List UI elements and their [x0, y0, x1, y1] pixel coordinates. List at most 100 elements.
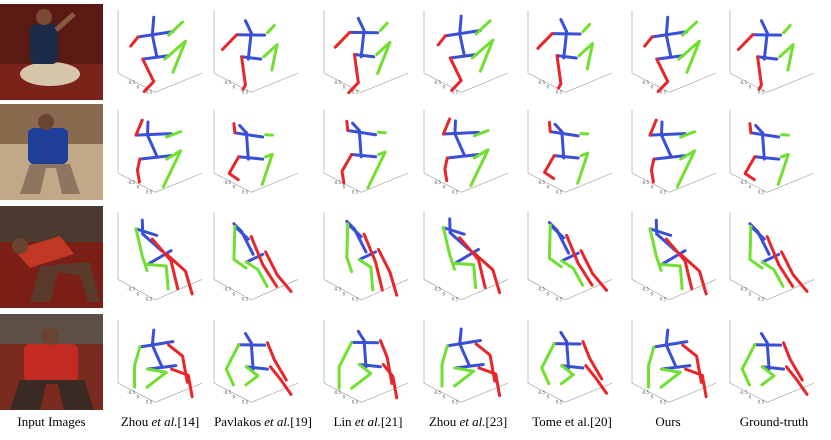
neck-bone — [243, 19, 253, 35]
axis-tick-label: 0.5 — [242, 400, 249, 405]
spine-bone — [146, 133, 159, 158]
hip-bone — [555, 54, 578, 60]
left-arm-bone — [458, 236, 487, 290]
right-leg-bone — [357, 258, 375, 292]
skeleton-plot: -0.50 0.5 — [213, 10, 299, 95]
skeleton-panel-r1-tome20: -0.5 0 0.5 — [522, 4, 618, 100]
axis-tick-label: -0.5 — [537, 390, 545, 395]
right-leg-bone — [145, 367, 168, 389]
axis-y — [361, 72, 409, 93]
right-leg-bone — [161, 149, 183, 189]
neck-bone — [458, 14, 463, 36]
axis-tick-label: 0 — [233, 292, 236, 297]
hip-bone — [237, 155, 265, 161]
axis-x — [423, 72, 462, 93]
axis-tick-label: -0.5 — [537, 287, 545, 292]
skeleton-panel-r4-lin21: -0.5 0 0.5 — [318, 314, 414, 410]
spine-bone — [362, 338, 368, 369]
skeleton-plot: -0.50 0.5 — [323, 110, 409, 195]
axis-tick-label: 0 — [137, 185, 140, 190]
left-leg-bone — [649, 157, 656, 184]
skeleton-plot: -0.50 0.5 — [213, 212, 299, 302]
axis-x — [117, 382, 156, 403]
axis-tick-label: 0.5 — [660, 90, 667, 95]
axis-y — [461, 279, 509, 301]
axis-y — [767, 382, 815, 403]
neck-bone — [759, 332, 769, 345]
spine-bone — [560, 130, 566, 160]
caption-pavlakos-19: Pavlakos et al.[19] — [214, 414, 312, 429]
right-leg-bone — [760, 260, 785, 288]
skeleton-panel-r1-ground_truth: -0.5 0 0.5 — [724, 4, 820, 100]
neck-bone — [243, 332, 253, 345]
axis-tick-label: 0.5 — [660, 297, 667, 302]
hip-bone — [141, 54, 171, 61]
axis-tick-label: 0.5 — [352, 297, 359, 302]
axis-y — [767, 72, 815, 93]
input-photo-row-3 — [0, 206, 103, 308]
right-leg-bone — [778, 43, 795, 72]
left-leg-bone — [141, 57, 156, 94]
hip-bone — [138, 154, 173, 161]
right-arm-bone — [740, 343, 757, 387]
skeleton-plot: -0.50 0.5 — [117, 10, 203, 95]
left-arm-bone — [345, 119, 350, 132]
skeleton-panel-r3-zhou23: -0.5 0 0.5 — [418, 206, 514, 308]
right-leg-bone — [470, 38, 495, 73]
left-arm-bone — [474, 342, 497, 383]
right-arm-bone — [134, 227, 149, 272]
axis-tick-label: -0.5 — [641, 390, 649, 395]
axis-x — [423, 382, 462, 403]
skeleton-panel-r2-zhou23: -0.5 0 0.5 — [418, 104, 514, 200]
axis-tick-label: -0.5 — [223, 287, 231, 292]
skeleton-plot: -0.50 0.5 — [423, 320, 509, 405]
shoulder-bone — [548, 130, 580, 138]
right-arm-bone — [378, 21, 389, 32]
spine-bone — [664, 33, 673, 58]
axis-tick-label: -0.5 — [641, 287, 649, 292]
neck-bone — [664, 15, 670, 37]
axis-x — [631, 72, 670, 93]
right-leg-bone — [559, 364, 575, 386]
skeleton-plot: -0.50 0.5 — [423, 212, 509, 302]
spine-bone — [660, 133, 673, 158]
axis-x — [631, 279, 670, 301]
axis-y — [361, 382, 409, 403]
left-arm-bone — [664, 237, 694, 291]
right-leg-bone — [163, 39, 187, 74]
left-arm-bone — [643, 35, 654, 48]
right-arm-bone — [224, 343, 241, 387]
spine-bone — [458, 342, 471, 366]
spine-bone — [762, 31, 769, 61]
left-leg-bone — [743, 155, 757, 182]
left-leg-bone — [381, 362, 399, 400]
right-arm-bone — [648, 227, 663, 272]
skeleton-plot: -0.50 0.5 — [527, 320, 613, 405]
skeleton-plot: -0.50 0.5 — [729, 320, 815, 405]
axis-tick-label: -0.5 — [333, 390, 341, 395]
right-arm-bone — [647, 345, 656, 389]
right-leg-bone — [244, 365, 260, 387]
left-leg-bone — [227, 155, 241, 182]
hip-bone — [552, 154, 580, 160]
axis-tick-label: -0.5 — [433, 80, 441, 85]
hip-bone — [756, 55, 779, 61]
shoulder-bone — [650, 30, 689, 39]
axis-tick-label: 0.5 — [242, 90, 249, 95]
shoulder-bone — [441, 226, 466, 236]
spine-bone — [765, 341, 771, 371]
skeleton-plot: -0.50 0.5 — [729, 110, 815, 195]
axis-y — [669, 172, 717, 193]
axis-x — [423, 279, 462, 301]
axis-x — [323, 279, 362, 301]
right-arm-bone — [232, 224, 248, 270]
shoulder-bone — [445, 338, 482, 348]
hip-bone — [753, 155, 781, 161]
skeleton-plot: -0.50 0.5 — [423, 110, 509, 195]
axis-tick-label: -0.5 — [739, 287, 747, 292]
axis-y — [155, 172, 203, 193]
axis-tick-label: 0.5 — [556, 297, 563, 302]
axis-tick-label: -0.5 — [739, 80, 747, 85]
shoulder-bone — [346, 128, 378, 137]
axis-tick-label: 0 — [651, 185, 654, 190]
